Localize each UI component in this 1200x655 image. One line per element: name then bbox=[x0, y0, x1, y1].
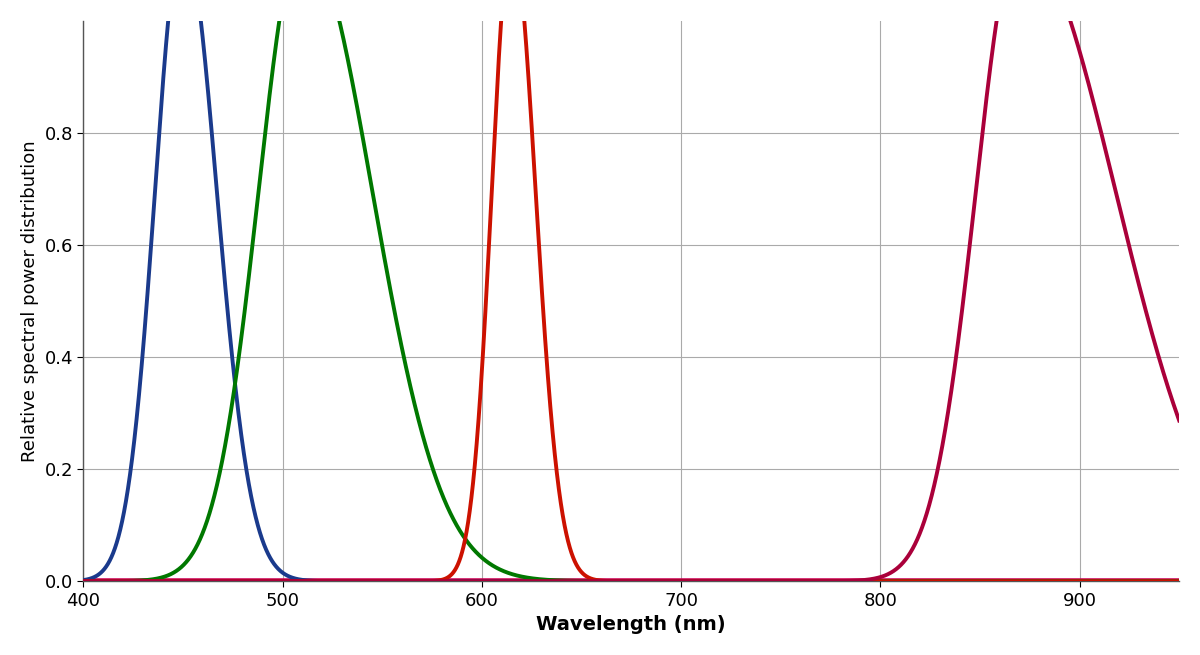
X-axis label: Wavelength (nm): Wavelength (nm) bbox=[536, 615, 726, 634]
Y-axis label: Relative spectral power distribution: Relative spectral power distribution bbox=[20, 140, 38, 462]
